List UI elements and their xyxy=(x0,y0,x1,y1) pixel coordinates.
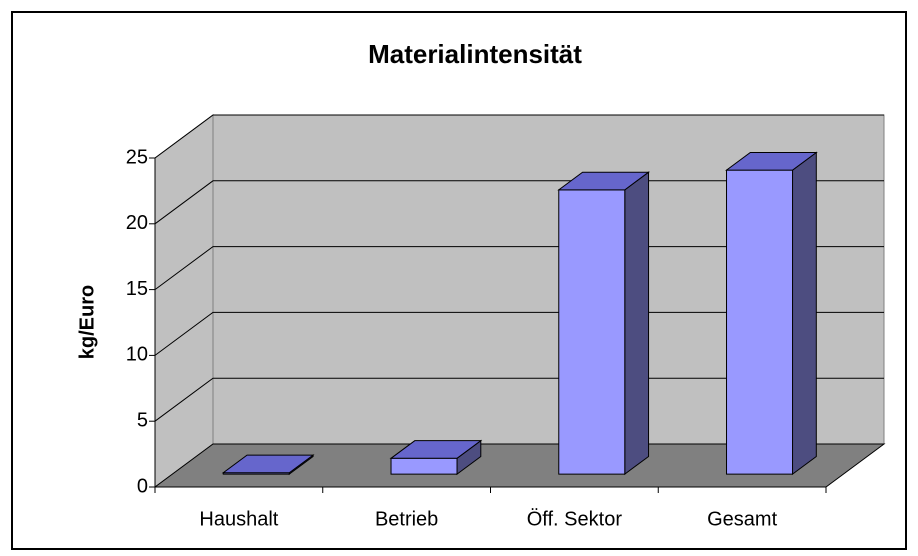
y-axis-label: kg/Euro xyxy=(76,285,98,359)
y-tick-label: 15 xyxy=(126,278,148,300)
x-tick-label: Öff. Sektor xyxy=(527,508,623,530)
grid-line xyxy=(154,377,884,422)
bar-top xyxy=(725,151,818,171)
y-tick-label: 20 xyxy=(126,212,148,234)
side-wall xyxy=(154,114,214,488)
y-tick-label: 0 xyxy=(137,475,148,497)
x-tick-label: Gesamt xyxy=(707,508,777,530)
chart-title: Materialintensität xyxy=(368,39,582,69)
bar-front xyxy=(390,457,458,475)
bar-front xyxy=(558,189,626,475)
y-tick-label: 5 xyxy=(137,409,148,431)
grid-line xyxy=(154,246,884,291)
y-tick-label: 10 xyxy=(126,344,148,366)
y-tick-label: 25 xyxy=(126,146,148,168)
grid-line xyxy=(154,180,884,225)
grid-line xyxy=(154,114,884,159)
bar-side xyxy=(624,171,650,476)
bar-front xyxy=(726,169,794,475)
bar-top xyxy=(389,440,483,459)
x-tick-label: Haushalt xyxy=(199,508,278,530)
bar-top xyxy=(221,454,315,474)
bar-top xyxy=(557,171,651,191)
grid-line xyxy=(154,311,884,356)
bar-side xyxy=(792,151,817,476)
x-tick-label: Betrieb xyxy=(375,508,438,530)
